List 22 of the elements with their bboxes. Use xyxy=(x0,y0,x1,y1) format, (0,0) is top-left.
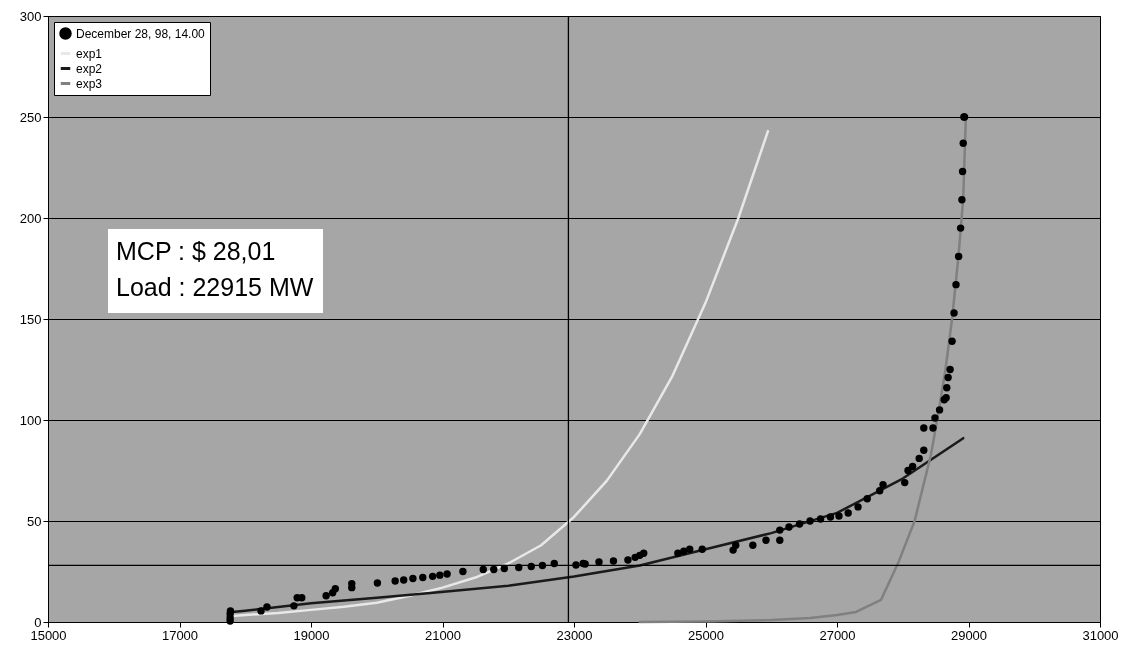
legend-label: December 28, 98, 14.00 xyxy=(76,26,206,41)
x-tick-label: 19000 xyxy=(293,627,330,643)
legend-label: exp1 xyxy=(76,46,103,61)
annotation: MCP : $ 28,01 xyxy=(116,236,277,267)
x-tick-label: 29000 xyxy=(950,627,988,643)
x-tick-label: 15000 xyxy=(30,627,67,643)
y-tick-label: 50 xyxy=(27,513,42,529)
legend-label: exp3 xyxy=(76,76,103,91)
x-tick-label: 25000 xyxy=(687,627,725,643)
x-tick-label: 21000 xyxy=(424,627,462,643)
y-tick-label: 200 xyxy=(19,210,42,226)
y-tick-label: 300 xyxy=(19,8,42,24)
legend-label: exp2 xyxy=(76,61,103,76)
y-tick-label: 100 xyxy=(19,412,42,428)
annotation: Load : 22915 MW xyxy=(116,272,314,303)
y-tick-label: 0 xyxy=(34,614,42,630)
x-tick-label: 17000 xyxy=(161,627,199,643)
x-tick-label: 27000 xyxy=(819,627,856,643)
x-tick-label: 31000 xyxy=(1082,627,1119,643)
x-tick-label: 23000 xyxy=(556,627,593,643)
y-tick-label: 150 xyxy=(19,311,42,327)
y-tick-label: 250 xyxy=(19,109,42,125)
